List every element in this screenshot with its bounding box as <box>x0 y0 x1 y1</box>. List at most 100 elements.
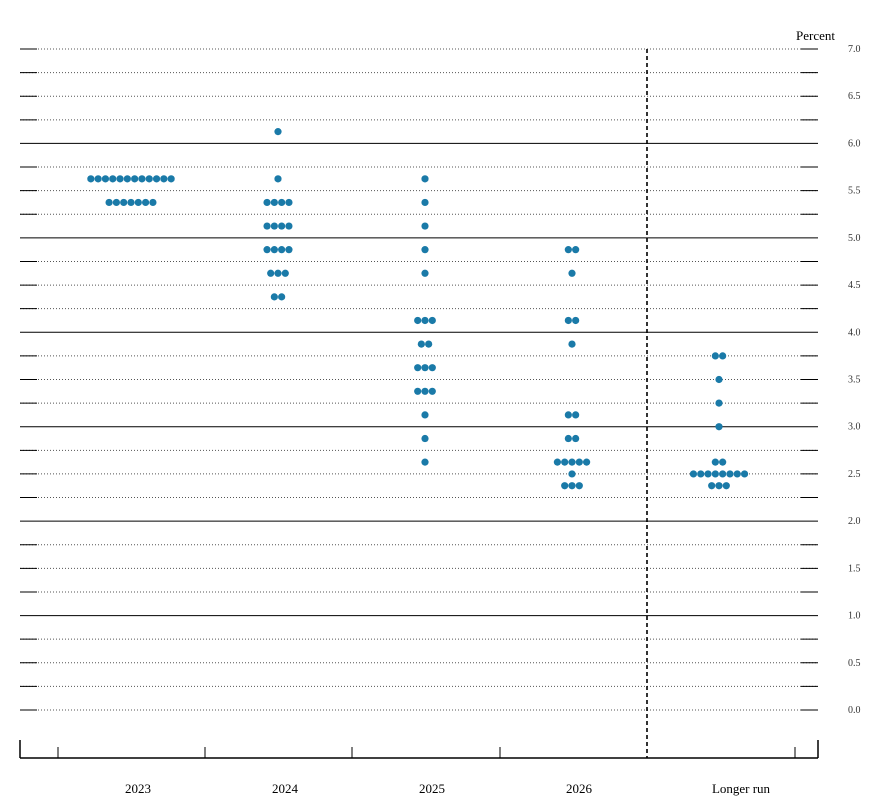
dot <box>145 175 153 183</box>
dot <box>421 458 429 466</box>
dot <box>127 198 135 207</box>
dot <box>704 470 712 478</box>
dot <box>167 175 175 183</box>
dot <box>417 340 425 348</box>
x-category-label: 2023 <box>125 781 151 796</box>
dot <box>719 458 727 466</box>
dot <box>715 423 723 431</box>
y-tick-labels: 0.0 0.5 1.0 1.5 2.0 2.5 3.0 3.5 4.0 4.5 5.0 5.5 6.0 6… <box>848 44 861 716</box>
x-category-label: Longer run <box>712 781 771 796</box>
y-tick-label: 6.0 <box>848 138 861 149</box>
dot <box>715 375 723 384</box>
dot <box>564 411 572 419</box>
dot <box>568 269 576 277</box>
dot <box>274 269 282 277</box>
dot <box>105 198 113 207</box>
y-tick-label: 6.5 <box>848 91 861 102</box>
dot <box>564 316 572 325</box>
dot <box>575 482 583 490</box>
y-tick-label: 2.0 <box>848 516 861 527</box>
dot <box>715 399 723 407</box>
y-axis-unit-label: Percent <box>796 28 835 43</box>
dot <box>123 175 131 183</box>
dot <box>719 352 727 360</box>
dot <box>278 246 286 254</box>
dot <box>414 387 422 395</box>
y-tick-label: 4.0 <box>848 327 861 338</box>
y-tick-label: 1.0 <box>848 611 861 622</box>
y-tick-label: 0.0 <box>848 705 861 716</box>
dot <box>553 458 562 466</box>
dot <box>428 364 436 372</box>
dot <box>278 222 286 230</box>
dot <box>120 198 128 207</box>
dot <box>152 175 161 183</box>
dot <box>564 434 572 443</box>
grid-lines <box>20 48 818 711</box>
x-category-label: 2024 <box>272 781 299 796</box>
dot <box>138 175 146 183</box>
dot <box>568 458 576 466</box>
dot <box>421 316 429 325</box>
dot <box>572 434 580 443</box>
dot <box>708 482 716 490</box>
y-tick-label: 3.5 <box>848 375 861 386</box>
dot <box>572 316 580 325</box>
dot <box>263 198 271 207</box>
x-category-labels: 2023 2024 2025 2026 Longer run <box>125 781 771 796</box>
dot <box>149 198 157 207</box>
dot <box>263 222 271 230</box>
dot <box>278 293 286 301</box>
dot <box>561 458 569 466</box>
dot <box>285 198 293 207</box>
dot <box>414 364 422 372</box>
dot <box>263 246 271 254</box>
dot <box>572 411 580 419</box>
y-tick-label: 0.5 <box>848 658 861 669</box>
dot <box>421 222 429 230</box>
y-tick-label: 1.5 <box>848 563 861 574</box>
y-tick-label: 3.0 <box>848 422 861 433</box>
dot <box>561 482 569 490</box>
y-tick-label: 7.0 <box>848 44 861 55</box>
dot <box>564 246 572 254</box>
dot <box>131 175 139 183</box>
dot <box>270 222 278 230</box>
dot <box>414 316 422 325</box>
dot <box>697 470 705 478</box>
dot <box>719 470 727 478</box>
dot <box>87 175 95 183</box>
dot <box>425 340 433 348</box>
dot <box>421 269 429 277</box>
dot <box>568 470 576 478</box>
x-axis <box>19 740 819 759</box>
dot <box>583 458 591 466</box>
y-tick-label: 5.0 <box>848 233 861 244</box>
dot <box>285 246 293 254</box>
x-category-label: 2025 <box>419 781 445 796</box>
dot <box>94 175 102 183</box>
dot <box>270 246 278 254</box>
y-tick-label: 5.5 <box>848 186 861 197</box>
dot <box>689 470 698 478</box>
dot <box>274 128 282 136</box>
dot <box>568 482 576 490</box>
dot <box>711 352 719 360</box>
dot <box>160 175 168 183</box>
dot <box>421 364 429 372</box>
dot <box>722 482 730 490</box>
dot <box>270 198 278 207</box>
dot <box>285 222 293 230</box>
x-category-label: 2026 <box>566 781 593 796</box>
dot <box>274 175 282 183</box>
dot <box>281 269 289 277</box>
dot <box>421 411 429 419</box>
dot <box>421 387 429 395</box>
dot <box>711 470 719 478</box>
dot <box>134 198 142 207</box>
dot <box>715 482 723 490</box>
dot <box>112 198 120 207</box>
dot <box>711 458 719 466</box>
dot <box>572 246 580 254</box>
